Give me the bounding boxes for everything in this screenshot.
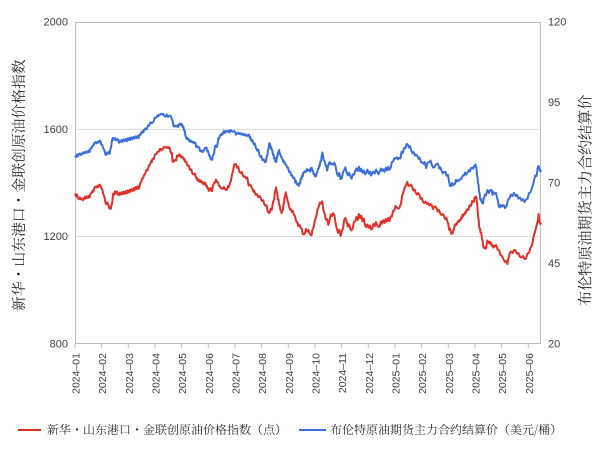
svg-text:2024–09: 2024–09 [284, 353, 296, 394]
svg-text:20: 20 [548, 339, 560, 351]
svg-text:2024–12: 2024–12 [364, 353, 376, 394]
svg-text:2024–03: 2024–03 [124, 353, 136, 394]
svg-text:120: 120 [548, 17, 566, 29]
svg-text:2024–01: 2024–01 [71, 353, 83, 394]
svg-text:2024–06: 2024–06 [204, 353, 216, 394]
svg-text:2025–03: 2025–03 [444, 353, 456, 394]
svg-text:70: 70 [548, 178, 560, 190]
svg-text:2025–01: 2025–01 [391, 353, 403, 394]
svg-text:2024–08: 2024–08 [257, 353, 269, 394]
svg-text:2000: 2000 [44, 17, 68, 29]
svg-text:2024–11: 2024–11 [337, 353, 349, 393]
svg-text:800: 800 [50, 339, 68, 351]
svg-text:2024–10: 2024–10 [311, 353, 323, 394]
svg-text:2025–05: 2025–05 [497, 353, 509, 394]
svg-text:1200: 1200 [44, 231, 68, 243]
svg-text:2024–05: 2024–05 [177, 353, 189, 394]
svg-text:2025–06: 2025–06 [524, 353, 536, 394]
svg-text:2024–07: 2024–07 [231, 353, 243, 394]
svg-text:1600: 1600 [44, 124, 68, 136]
svg-text:2025–02: 2025–02 [417, 353, 429, 394]
svg-text:45: 45 [548, 258, 560, 270]
svg-text:2024–02: 2024–02 [97, 353, 109, 394]
svg-text:2024–04: 2024–04 [151, 353, 163, 394]
svg-text:2025–04: 2025–04 [471, 353, 483, 394]
svg-text:95: 95 [548, 97, 560, 109]
